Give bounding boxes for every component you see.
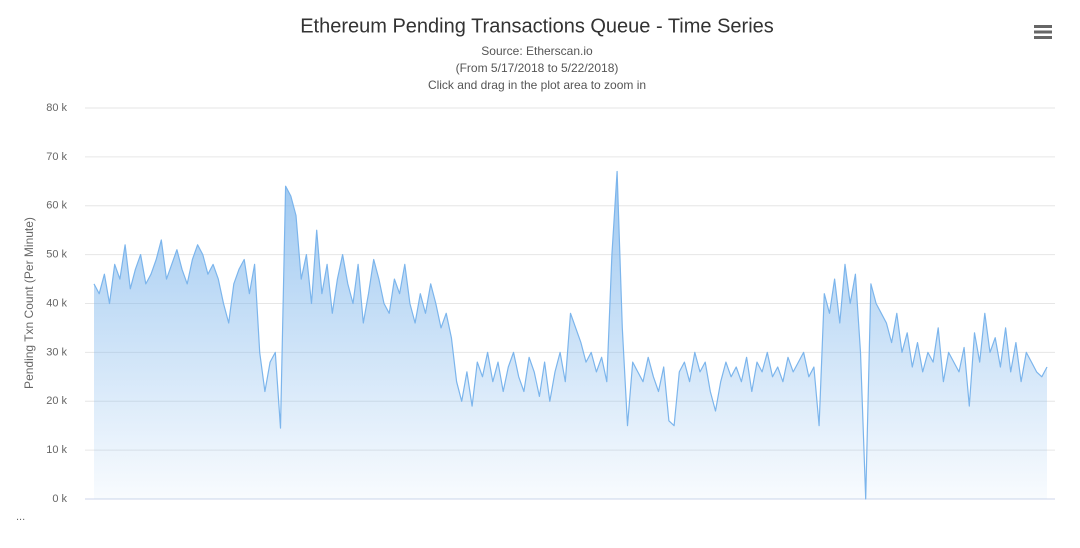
y-tick-label: 0 k [52,493,67,505]
line [93,170,1048,500]
y-tick-label: 40 k [46,297,67,309]
y-axis-title: Pending Txn Count (Per Minute) [22,217,36,389]
chart-title: Ethereum Pending Transactions Queue - Ti… [300,15,774,37]
chart-subtitle: (From 5/17/2018 to 5/22/2018) [456,61,619,75]
y-tick-label: 60 k [46,200,67,212]
y-tick-label: 20 k [46,395,67,407]
menu-bar [1034,25,1052,28]
area-fill [94,171,1047,499]
y-tick-label: 30 k [46,346,67,358]
footnote: ... [16,511,25,523]
chart-subtitle: Click and drag in the plot area to zoom … [428,78,646,92]
menu-bar [1034,30,1052,34]
menu-bar [1034,36,1052,39]
y-tick-label: 70 k [46,151,67,163]
y-tick-label: 80 k [46,102,67,114]
menu-button[interactable] [1030,21,1056,43]
y-tick-label: 50 k [46,249,67,261]
y-tick-label: 10 k [46,444,67,456]
chart-subtitle: Source: Etherscan.io [481,44,593,58]
